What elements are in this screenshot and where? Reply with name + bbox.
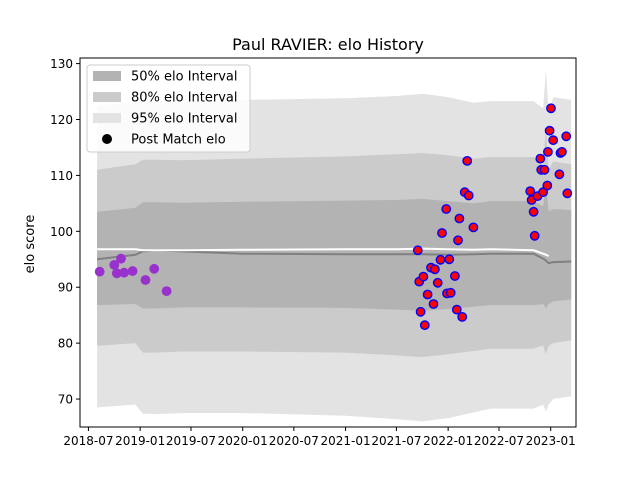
data-point bbox=[468, 222, 479, 233]
data-point bbox=[419, 320, 430, 331]
legend-marker bbox=[102, 134, 112, 144]
data-point bbox=[528, 206, 539, 217]
x-tick-label: 2020-01 bbox=[218, 434, 268, 448]
x-tick-label: 2021-07 bbox=[371, 434, 421, 448]
legend-label: Post Match elo bbox=[131, 133, 226, 148]
legend-swatch bbox=[93, 113, 121, 123]
data-point bbox=[463, 190, 474, 201]
data-point bbox=[539, 164, 550, 175]
x-tick-label: 2021-01 bbox=[320, 434, 370, 448]
data-point bbox=[161, 286, 172, 296]
legend-label: 50% elo Interval bbox=[131, 70, 238, 85]
data-point bbox=[529, 230, 540, 241]
data-point bbox=[109, 259, 120, 270]
x-tick-label: 2020-07 bbox=[269, 434, 319, 448]
data-point bbox=[548, 135, 559, 146]
data-point bbox=[415, 306, 426, 317]
data-point bbox=[525, 186, 536, 197]
data-point bbox=[437, 228, 447, 238]
x-tick-label: 2019-07 bbox=[166, 434, 216, 448]
data-point bbox=[544, 125, 555, 136]
x-tick-label: 2019-01 bbox=[115, 434, 165, 448]
legend-swatch bbox=[93, 71, 121, 81]
data-point bbox=[457, 311, 468, 322]
y-tick-label: 70 bbox=[58, 393, 73, 407]
data-point bbox=[432, 277, 443, 288]
chart-title: Paul RAVIER: elo History bbox=[232, 35, 424, 54]
legend: 50% elo Interval 80% elo Interval 95% elo … bbox=[86, 64, 251, 153]
data-point bbox=[441, 204, 452, 214]
y-tick-label: 110 bbox=[50, 169, 73, 183]
trend-line-2 bbox=[97, 247, 550, 257]
x-tick-label: 2022-07 bbox=[474, 434, 524, 448]
legend-label: 80% elo Interval bbox=[131, 91, 238, 106]
data-point bbox=[562, 188, 573, 199]
data-point bbox=[535, 153, 546, 164]
x-tick-label: 2023-01 bbox=[526, 434, 576, 448]
data-point bbox=[94, 266, 105, 277]
y-tick-label: 130 bbox=[50, 57, 73, 71]
data-point bbox=[546, 103, 556, 114]
data-point bbox=[435, 254, 446, 265]
data-point bbox=[412, 245, 423, 256]
legend-box bbox=[86, 64, 251, 153]
y-tick-label: 90 bbox=[58, 281, 73, 295]
data-point bbox=[149, 263, 160, 274]
data-point bbox=[445, 287, 456, 298]
data-point bbox=[140, 275, 151, 285]
data-point bbox=[429, 264, 440, 275]
data-point bbox=[543, 146, 553, 157]
data-point bbox=[454, 213, 465, 224]
data-point bbox=[453, 235, 463, 246]
data-point bbox=[561, 131, 572, 142]
data-point bbox=[451, 304, 462, 315]
x-tick-label: 2018-07 bbox=[63, 434, 113, 448]
data-point bbox=[557, 146, 567, 157]
data-point bbox=[418, 271, 429, 282]
data-point bbox=[554, 169, 565, 180]
y-tick-label: 80 bbox=[58, 337, 73, 351]
data-point bbox=[127, 266, 138, 276]
axes-frame bbox=[79, 57, 577, 428]
data-point bbox=[542, 180, 553, 191]
data-point bbox=[444, 254, 455, 265]
data-point bbox=[462, 155, 473, 166]
legend-label: 95% elo Interval bbox=[131, 112, 238, 127]
data-point bbox=[119, 267, 130, 278]
plot-area bbox=[94, 69, 573, 422]
y-tick-label: 100 bbox=[50, 225, 73, 239]
y-tick-label: 120 bbox=[50, 113, 73, 127]
data-point bbox=[116, 253, 126, 264]
data-point bbox=[428, 299, 439, 309]
x-tick-label: 2022-01 bbox=[423, 434, 473, 448]
data-point bbox=[422, 289, 433, 300]
data-point bbox=[449, 271, 460, 281]
legend-swatch bbox=[93, 92, 121, 102]
y-axis-label: elo score bbox=[23, 215, 38, 274]
